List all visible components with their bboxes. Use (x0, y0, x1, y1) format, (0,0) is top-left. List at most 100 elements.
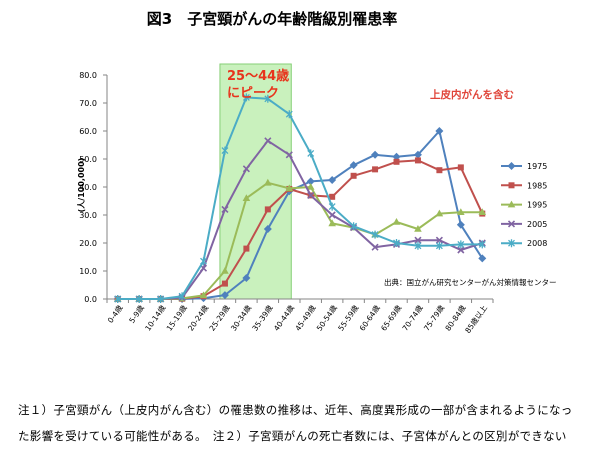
footnote-line-2: た影響を受けている可能性がある。 注２）子宮頸がんの死亡者数には、子宮体がんとの… (18, 429, 567, 443)
x-tick-label: 85歳以上 (462, 303, 489, 335)
data-point-1985-13 (393, 158, 400, 165)
data-point-1975-16 (456, 220, 465, 229)
data-point-2008-9 (307, 149, 315, 158)
legend-label: 1975 (527, 162, 547, 171)
data-point-1975-15 (435, 127, 444, 135)
data-point-2008-15 (435, 241, 443, 250)
data-point-1985-7 (264, 206, 271, 213)
data-point-1975-14 (413, 150, 422, 159)
highlight-layer (219, 63, 292, 300)
legend-item-2005: 2005 (501, 220, 547, 229)
data-point-1975-5 (220, 291, 229, 300)
data-point-1995-17 (478, 208, 487, 215)
y-tick-label: 30.0 (79, 211, 97, 220)
legend: 1975 1985 1995 2005 2008 (501, 162, 547, 248)
data-point-1985-6 (243, 245, 250, 252)
series-1975 (113, 127, 487, 303)
data-point-2008-0 (114, 295, 122, 303)
data-point-1995-8 (285, 184, 294, 192)
data-point-2008-12 (371, 230, 379, 239)
x-tick-label: 0-4歳 (105, 303, 125, 325)
data-point-2008-11 (350, 222, 358, 231)
data-point-1975-11 (349, 161, 358, 170)
data-point-2005-7 (264, 137, 272, 145)
peak-label-line1: 25～44歳 (227, 68, 289, 84)
x-tick-label: 5-9歳 (126, 303, 146, 325)
data-point-1985-12 (372, 166, 379, 173)
legend-marker (507, 162, 516, 170)
y-tick-label: 70.0 (79, 99, 97, 108)
data-point-2005-9 (307, 191, 315, 199)
series-line-1975 (117, 130, 484, 300)
data-point-1995-10 (328, 219, 336, 227)
plot-series (113, 93, 487, 303)
data-point-1975-17 (478, 254, 487, 263)
peak-highlight-box (219, 63, 292, 300)
data-point-2005-8 (285, 151, 293, 159)
data-point-1985-16 (457, 164, 464, 171)
legend-item-1995: 1995 (501, 200, 547, 210)
data-point-2008-8 (285, 110, 293, 119)
data-point-1975-6 (242, 274, 251, 282)
data-point-2005-15 (435, 236, 443, 244)
data-point-2008-3 (178, 292, 186, 301)
data-point-2008-4 (200, 257, 207, 266)
y-tick-label: 50.0 (79, 155, 97, 164)
y-tick-label: 0.0 (84, 295, 97, 304)
data-point-2008-16 (457, 240, 465, 249)
legend-marker (508, 239, 515, 248)
data-point-1985-15 (436, 167, 443, 174)
data-point-1995-14 (414, 225, 422, 232)
peak-label-line2: にピーク (227, 86, 279, 101)
data-point-2008-14 (414, 241, 422, 250)
legend-label: 1985 (527, 181, 547, 190)
y-tick-label: 40.0 (79, 183, 97, 192)
legend-label: 2005 (527, 220, 547, 229)
legend-label: 2008 (527, 239, 547, 248)
data-point-1975-12 (371, 150, 380, 159)
data-point-1995-9 (306, 183, 315, 190)
data-point-2005-5 (221, 205, 229, 213)
data-point-2008-10 (328, 202, 336, 211)
y-tick-label: 20.0 (79, 239, 97, 248)
footnote-line-1: 注１）子宮頸がん（上皮内がん含む）の罹患数の推移は、近年、高度異形成の一部が含ま… (18, 403, 573, 417)
y-tick-label: 10.0 (79, 267, 97, 276)
y-tick-label: 80.0 (79, 71, 97, 80)
series-2008 (114, 93, 486, 303)
data-point-2008-5 (221, 146, 229, 155)
data-point-2008-7 (264, 94, 272, 103)
data-point-2005-12 (371, 243, 379, 251)
data-point-2005-10 (328, 211, 336, 219)
data-point-1985-5 (221, 280, 228, 287)
legend-item-1985: 1985 (501, 181, 547, 190)
data-point-1995-6 (242, 194, 251, 201)
legend-item-1975: 1975 (501, 162, 547, 171)
series-line-2005 (117, 139, 483, 300)
chart: 図3 子宮頸がんの年齢階級別罹患率 0.0 10.0 20.0 30.0 40.0 50.… (76, 10, 557, 335)
data-point-1995-16 (457, 208, 465, 215)
legend-item-2008: 2008 (501, 239, 547, 248)
series-line-2008 (117, 96, 483, 300)
legend-marker (507, 220, 516, 228)
data-point-1995-5 (221, 267, 229, 274)
data-point-1995-15 (435, 209, 444, 217)
data-point-1985-10 (329, 193, 336, 200)
legend-label: 1995 (527, 201, 547, 210)
data-point-1995-4 (199, 291, 208, 299)
data-point-1995-13 (392, 218, 401, 225)
data-point-1985-14 (414, 157, 421, 164)
note-text: 上皮内がんを含む (430, 88, 514, 101)
data-point-2008-17 (478, 240, 486, 249)
data-point-1975-9 (306, 177, 315, 186)
legend-marker (507, 200, 516, 208)
data-point-1985-11 (350, 172, 357, 179)
data-point-2008-2 (157, 295, 165, 303)
data-point-1975-10 (328, 176, 337, 184)
data-point-2005-6 (242, 165, 250, 173)
y-tick-label: 60.0 (79, 127, 97, 136)
data-point-1995-7 (264, 178, 272, 186)
data-point-2008-13 (393, 239, 400, 247)
legend-marker (508, 182, 515, 189)
data-point-2008-6 (242, 93, 250, 102)
